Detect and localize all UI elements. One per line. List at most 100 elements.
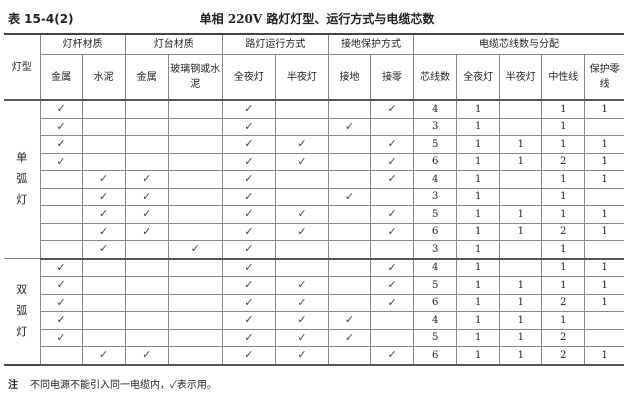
value-cell: 5	[413, 276, 458, 295]
value-cell: 1	[456, 222, 501, 241]
value-cell: 2	[541, 152, 586, 171]
check-cell: ✓	[327, 187, 372, 206]
check-cell	[124, 152, 169, 171]
value-cell: 1	[499, 152, 543, 171]
value-cell: 1	[541, 240, 586, 260]
value-cell: 1	[541, 258, 586, 277]
value-cell: 2	[541, 346, 586, 366]
check-cell: ✓	[370, 99, 415, 119]
value-cell: 5	[413, 328, 458, 347]
check-cell	[327, 170, 372, 189]
check-cell: ✓	[370, 258, 415, 277]
check-cell	[167, 328, 223, 347]
value-cell: 2	[541, 222, 586, 241]
value-cell: 1	[456, 117, 501, 136]
check-icon: ✓	[344, 313, 355, 327]
table-name: 单相 220V 路灯灯型、运行方式与电缆芯数	[199, 12, 435, 26]
check-cell: ✓	[327, 328, 372, 347]
check-cell: ✓	[370, 293, 415, 312]
check-cell: ✓	[274, 135, 329, 154]
check-cell	[124, 240, 169, 260]
value-cell	[499, 99, 543, 119]
check-cell	[81, 293, 126, 312]
table-row: ✓ ✓ ✓ ✓ ✓ 5 1 1 1 1	[4, 205, 624, 224]
header-operation-mode: 路灯运行方式	[221, 33, 329, 55]
check-icon: ✓	[387, 295, 397, 309]
check-cell	[81, 135, 126, 154]
check-cell	[167, 170, 223, 189]
check-icon: ✓	[99, 189, 109, 203]
value-cell: 1	[456, 135, 501, 154]
check-cell: ✓	[274, 346, 329, 366]
check-cell	[81, 99, 126, 119]
check-icon: ✓	[56, 137, 66, 151]
value-cell: 1	[584, 222, 624, 241]
value-cell	[584, 117, 624, 136]
value-cell: 1	[584, 346, 624, 366]
value-cell: 1	[456, 170, 501, 189]
check-cell	[81, 258, 126, 277]
check-icon: ✓	[56, 295, 66, 309]
check-icon: ✓	[244, 295, 254, 309]
check-cell: ✓	[274, 205, 329, 224]
check-cell	[370, 117, 415, 136]
subheader: 芯线数	[413, 54, 458, 101]
check-cell: ✓	[274, 293, 329, 312]
check-cell	[81, 311, 126, 330]
table-row: ✓ ✓ ✓ 3 1 1	[4, 117, 624, 136]
check-icon: ✓	[244, 119, 254, 133]
check-cell: ✓	[327, 311, 372, 330]
check-cell: ✓	[221, 99, 276, 119]
check-cell: ✓	[370, 170, 415, 189]
check-icon: ✓	[56, 278, 66, 292]
table-row: ✓ ✓ ✓ 3 1 1	[4, 240, 624, 260]
value-cell: 1	[456, 240, 501, 260]
value-cell: 1	[584, 152, 624, 171]
subheader: 金属	[40, 54, 83, 101]
check-cell	[370, 187, 415, 206]
value-cell: 1	[499, 293, 543, 312]
header-lamp-type: 灯型	[4, 33, 41, 101]
check-cell: ✓	[81, 222, 126, 241]
check-cell: ✓	[40, 311, 83, 330]
check-icon: ✓	[56, 102, 66, 116]
check-cell: ✓	[221, 222, 276, 241]
check-icon: ✓	[387, 278, 397, 292]
value-cell: 1	[541, 187, 586, 206]
check-icon: ✓	[244, 242, 254, 256]
check-cell	[40, 187, 83, 206]
value-cell: 4	[413, 170, 458, 189]
check-cell	[370, 328, 415, 347]
check-cell	[167, 205, 223, 224]
check-icon: ✓	[297, 207, 307, 221]
note-text: 不同电源不能引入同一电缆内，✓表示用。	[30, 380, 217, 391]
value-cell: 3	[413, 240, 458, 260]
check-icon: ✓	[244, 102, 254, 116]
value-cell: 2	[541, 293, 586, 312]
lamp-cable-table: 灯型 灯杆材质 灯台材质 路灯运行方式 接地保护方式 电缆芯线数与分配 金属 水泥…	[4, 33, 624, 366]
table-title: 表 15-4(2) 单相 220V 路灯灯型、运行方式与电缆芯数	[8, 10, 626, 30]
subheader: 半夜灯	[274, 54, 329, 101]
check-cell	[167, 311, 223, 330]
header-protection-mode: 接地保护方式	[327, 33, 415, 55]
value-cell: 3	[413, 117, 458, 136]
check-icon: ✓	[387, 260, 397, 274]
check-cell: ✓	[274, 311, 329, 330]
value-cell: 1	[499, 328, 543, 347]
check-cell: ✓	[370, 135, 415, 154]
table-row: ✓ ✓ ✓ ✓ 5 1 1 1 1	[4, 276, 624, 295]
check-icon: ✓	[297, 313, 307, 327]
check-cell	[124, 276, 169, 295]
table-row: 单弧灯 ✓ ✓ ✓ 4 1 1 1	[4, 99, 624, 259]
check-cell: ✓	[274, 328, 329, 347]
check-icon: ✓	[142, 207, 152, 221]
subheader: 玻璃钢或水泥	[167, 54, 223, 101]
check-cell	[40, 170, 83, 189]
check-cell	[274, 240, 329, 260]
table-row: ✓ ✓ ✓ ✓ 3 1 1	[4, 187, 624, 206]
check-icon: ✓	[99, 242, 109, 256]
value-cell	[499, 117, 543, 136]
check-icon: ✓	[244, 224, 254, 238]
check-cell: ✓	[40, 152, 83, 171]
value-cell: 1	[584, 170, 624, 189]
